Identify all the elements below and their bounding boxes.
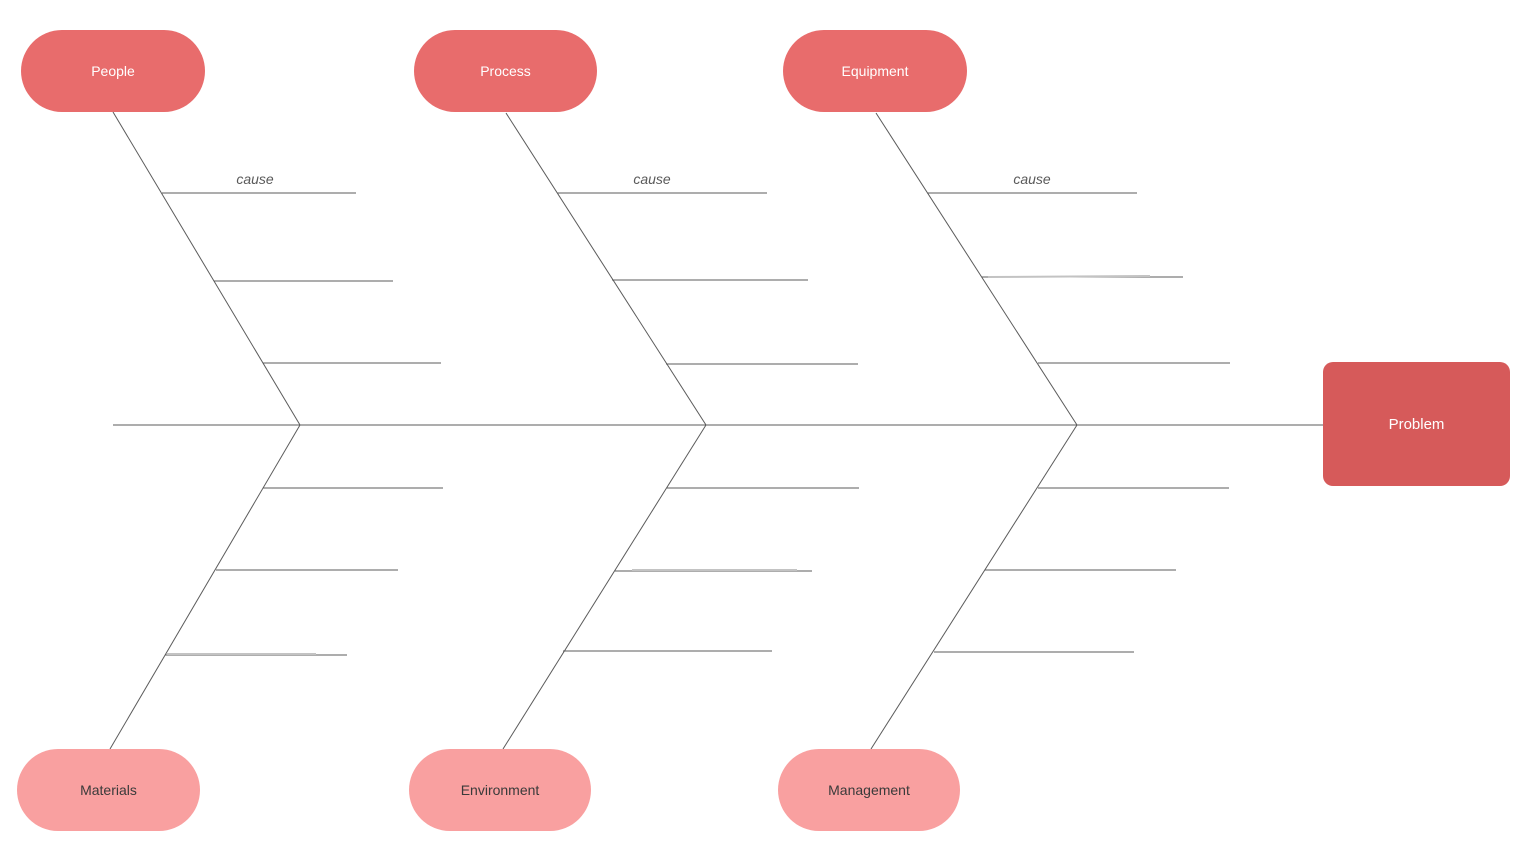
category-process-label: Process (480, 63, 531, 79)
category-people[interactable]: People (21, 30, 205, 112)
process-bone-line[interactable] (505, 112, 707, 426)
category-equipment[interactable]: Equipment (783, 30, 967, 112)
category-materials[interactable]: Materials (17, 749, 200, 831)
people-bone-line[interactable] (112, 111, 301, 426)
equipment-bone-line[interactable] (875, 112, 1078, 426)
sketch-overlay-line (987, 275, 1151, 278)
management-bone-line[interactable] (870, 424, 1078, 750)
category-equipment-label: Equipment (841, 63, 909, 79)
problem-box[interactable]: Problem (1323, 362, 1510, 486)
environment-bone-line[interactable] (502, 424, 707, 750)
category-environment-label: Environment (460, 782, 540, 798)
cause-label-process[interactable]: cause (633, 171, 671, 187)
category-environment[interactable]: Environment (409, 749, 591, 831)
cause-label-people[interactable]: cause (236, 171, 274, 187)
category-process[interactable]: Process (414, 30, 597, 112)
category-management-label: Management (828, 782, 910, 798)
category-management[interactable]: Management (778, 749, 960, 831)
category-people-label: People (91, 63, 135, 79)
problem-label: Problem (1388, 415, 1445, 433)
materials-bone-line[interactable] (109, 424, 301, 750)
cause-label-equipment[interactable]: cause (1013, 171, 1051, 187)
category-materials-label: Materials (80, 782, 137, 798)
